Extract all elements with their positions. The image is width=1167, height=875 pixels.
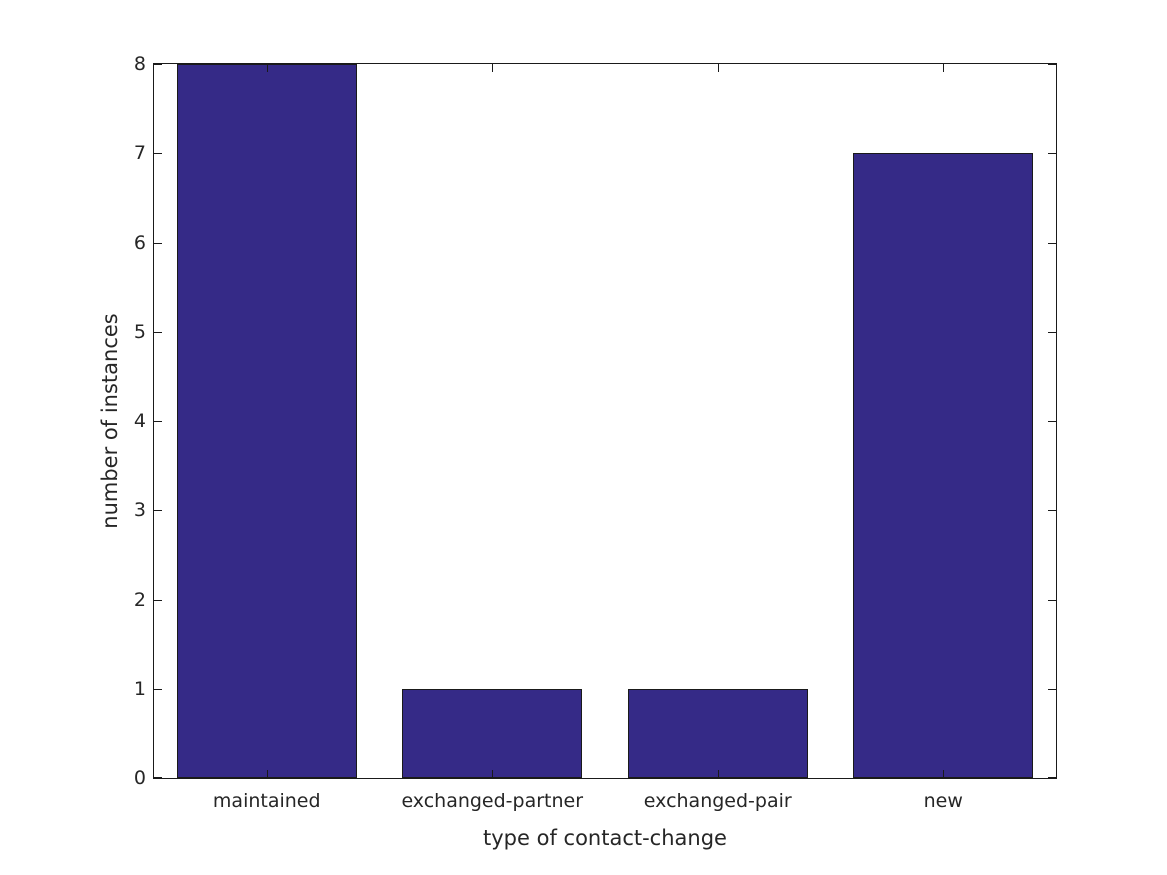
y-tick-label: 0 bbox=[133, 767, 146, 789]
y-tick-left bbox=[154, 64, 162, 65]
y-tick-label: 8 bbox=[133, 53, 146, 75]
x-tick-bottom bbox=[492, 770, 494, 778]
y-tick-left bbox=[154, 599, 162, 601]
y-tick-label: 5 bbox=[133, 320, 146, 343]
y-tick-right bbox=[1048, 242, 1056, 244]
y-tick-right bbox=[1048, 510, 1056, 512]
y-tick-label: 3 bbox=[133, 499, 146, 522]
x-tick-bottom bbox=[717, 770, 719, 778]
x-tick-top bbox=[943, 64, 945, 72]
y-tick-label: 1 bbox=[133, 677, 146, 700]
bar bbox=[402, 688, 583, 778]
x-tick-bottom bbox=[943, 770, 945, 778]
y-tick-left bbox=[154, 242, 162, 244]
y-tick-right bbox=[1048, 421, 1056, 422]
x-tick-label: new bbox=[923, 790, 963, 812]
x-tick-label: exchanged-partner bbox=[401, 790, 584, 812]
bar bbox=[853, 153, 1034, 778]
bar bbox=[627, 688, 808, 778]
x-tick-label: maintained bbox=[212, 790, 321, 812]
y-tick-right bbox=[1048, 688, 1056, 690]
x-tick-label: exchanged-pair bbox=[643, 790, 792, 812]
plot-area: number of instances type of contact-chan… bbox=[98, 53, 1057, 850]
x-axis-label: type of contact-change bbox=[483, 826, 727, 850]
bar bbox=[176, 64, 357, 778]
y-tick-right bbox=[1048, 153, 1056, 155]
x-tick-top bbox=[492, 64, 494, 72]
y-tick-left bbox=[154, 777, 162, 778]
x-tick-bottom bbox=[266, 770, 268, 778]
x-tick-top bbox=[266, 64, 268, 72]
y-tick-label: 4 bbox=[133, 410, 146, 432]
y-tick-left bbox=[154, 510, 162, 512]
y-tick-right bbox=[1048, 64, 1056, 65]
y-tick-label: 7 bbox=[133, 142, 146, 165]
y-tick-label: 6 bbox=[133, 231, 146, 254]
y-tick-right bbox=[1048, 599, 1056, 601]
y-tick-left bbox=[154, 331, 162, 333]
y-tick-left bbox=[154, 421, 162, 422]
y-tick-left bbox=[154, 688, 162, 690]
x-tick-top bbox=[717, 64, 719, 72]
y-tick-left bbox=[154, 153, 162, 155]
y-tick-label: 2 bbox=[133, 588, 146, 611]
y-tick-right bbox=[1048, 777, 1056, 778]
y-tick-right bbox=[1048, 331, 1056, 333]
